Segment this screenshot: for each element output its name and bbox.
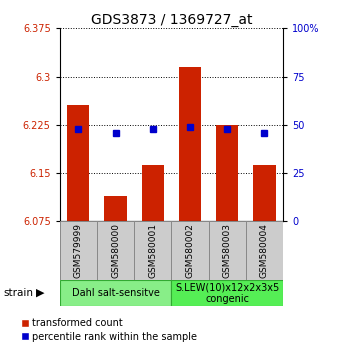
Text: strain: strain — [3, 288, 33, 298]
Text: GSM580002: GSM580002 — [186, 223, 194, 278]
Text: GSM580003: GSM580003 — [223, 223, 232, 278]
Bar — [67, 105, 89, 221]
Bar — [246, 221, 283, 280]
Bar — [171, 280, 283, 306]
Text: Dahl salt-sensitve: Dahl salt-sensitve — [72, 288, 160, 298]
Bar — [60, 280, 172, 306]
Bar — [216, 125, 238, 221]
Text: S.LEW(10)x12x2x3x5
congenic: S.LEW(10)x12x2x3x5 congenic — [175, 282, 279, 304]
Bar — [179, 67, 201, 221]
Text: GSM580001: GSM580001 — [148, 223, 157, 278]
Bar — [134, 221, 171, 280]
Bar — [142, 165, 164, 221]
Bar — [97, 221, 134, 280]
Text: ▶: ▶ — [36, 288, 44, 298]
Bar — [209, 221, 246, 280]
Text: GSM579999: GSM579999 — [74, 223, 83, 278]
Text: GSM580004: GSM580004 — [260, 223, 269, 278]
Title: GDS3873 / 1369727_at: GDS3873 / 1369727_at — [91, 13, 252, 27]
Text: GSM580000: GSM580000 — [111, 223, 120, 278]
Bar — [104, 195, 127, 221]
Legend: transformed count, percentile rank within the sample: transformed count, percentile rank withi… — [22, 318, 197, 342]
Bar — [171, 221, 209, 280]
Bar — [60, 221, 97, 280]
Bar — [253, 165, 276, 221]
